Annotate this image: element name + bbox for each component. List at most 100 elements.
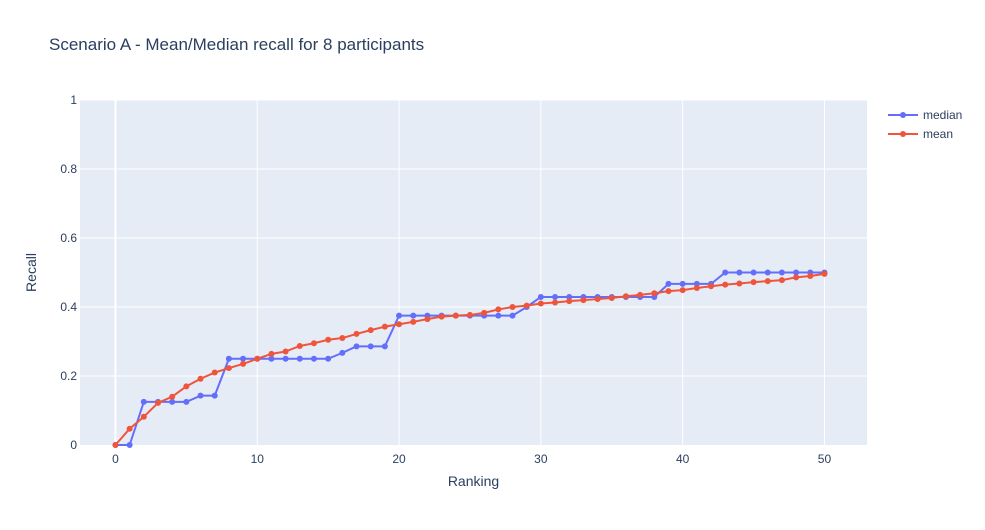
data-point-median — [140, 398, 147, 405]
data-point-median — [367, 343, 374, 350]
data-point-mean — [637, 291, 644, 298]
data-point-median — [268, 355, 275, 362]
x-tick-label: 40 — [676, 452, 690, 466]
data-point-median — [736, 269, 743, 276]
data-point-mean — [410, 318, 417, 325]
legend-item-median[interactable]: median — [888, 108, 962, 122]
data-point-mean — [424, 316, 431, 323]
data-point-mean — [622, 293, 629, 300]
axis-ticks: 0 10 20 30 40 50 0 0.2 0.4 0.6 0.8 1 — [60, 93, 831, 466]
data-point-median — [353, 343, 360, 350]
data-point-mean — [225, 365, 232, 372]
data-point-mean — [254, 355, 261, 362]
data-point-median — [537, 293, 544, 300]
y-tick-label: 0 — [70, 438, 77, 452]
data-point-mean — [126, 425, 133, 432]
data-point-mean — [523, 302, 530, 309]
y-tick-label: 1 — [70, 93, 77, 107]
data-point-mean — [197, 375, 204, 382]
data-point-median — [778, 269, 785, 276]
data-point-mean — [566, 298, 573, 305]
x-tick-label: 50 — [818, 452, 832, 466]
data-point-mean — [268, 350, 275, 357]
data-point-mean — [183, 383, 190, 390]
data-point-median — [693, 280, 700, 287]
data-point-mean — [140, 413, 147, 420]
data-point-median — [296, 355, 303, 362]
data-point-mean — [169, 393, 176, 400]
data-point-median — [211, 392, 218, 399]
data-point-mean — [793, 274, 800, 281]
data-point-mean — [452, 312, 459, 319]
data-point-mean — [679, 287, 686, 294]
data-point-median — [552, 293, 559, 300]
data-point-median — [679, 280, 686, 287]
data-point-mean — [438, 313, 445, 320]
data-point-median — [665, 280, 672, 287]
legend-marker — [900, 112, 906, 118]
data-point-median — [282, 355, 289, 362]
data-point-mean — [708, 283, 715, 290]
data-point-mean — [651, 290, 658, 297]
x-tick-label: 20 — [392, 452, 406, 466]
y-tick-label: 0.2 — [60, 369, 77, 383]
data-point-mean — [764, 278, 771, 285]
data-point-median — [225, 355, 232, 362]
data-point-mean — [608, 295, 615, 302]
data-point-median — [793, 269, 800, 276]
data-point-median — [566, 293, 573, 300]
data-point-mean — [665, 288, 672, 295]
data-point-mean — [736, 280, 743, 287]
legend[interactable]: median mean — [888, 108, 962, 141]
data-point-mean — [537, 300, 544, 307]
data-point-median — [197, 392, 204, 399]
data-point-mean — [310, 340, 317, 347]
data-point-median — [722, 269, 729, 276]
data-point-mean — [211, 369, 218, 376]
series-mean — [112, 270, 828, 448]
y-tick-label: 0.6 — [60, 231, 77, 245]
data-point-median — [396, 312, 403, 319]
chart-title: Scenario A - Mean/Median recall for 8 pa… — [49, 35, 424, 54]
data-point-mean — [396, 321, 403, 328]
data-point-mean — [282, 348, 289, 355]
data-point-mean — [154, 399, 161, 406]
data-point-mean — [240, 360, 247, 367]
data-point-mean — [339, 335, 346, 342]
data-point-mean — [466, 311, 473, 318]
data-point-mean — [750, 279, 757, 286]
data-point-mean — [367, 327, 374, 334]
legend-label: mean — [923, 127, 953, 141]
y-tick-label: 0.8 — [60, 162, 77, 176]
data-point-mean — [552, 299, 559, 306]
data-point-median — [169, 398, 176, 405]
data-point-mean — [580, 297, 587, 304]
data-point-median — [325, 355, 332, 362]
legend-label: median — [923, 108, 962, 122]
data-point-median — [495, 312, 502, 319]
data-point-mean — [807, 272, 814, 279]
data-point-mean — [821, 270, 828, 277]
series-layer — [112, 269, 828, 448]
y-tick-label: 0.4 — [60, 300, 77, 314]
data-point-mean — [594, 296, 601, 303]
data-point-mean — [509, 304, 516, 310]
data-point-median — [381, 343, 388, 350]
data-point-mean — [112, 442, 119, 448]
data-point-mean — [325, 336, 332, 343]
data-point-mean — [381, 323, 388, 330]
data-point-mean — [693, 285, 700, 292]
legend-marker — [900, 131, 906, 137]
data-point-median — [310, 355, 317, 362]
data-point-mean — [353, 330, 360, 337]
data-point-mean — [296, 342, 303, 349]
data-point-mean — [778, 277, 785, 284]
legend-item-mean[interactable]: mean — [888, 127, 953, 141]
data-point-mean — [495, 306, 502, 313]
gridlines — [80, 99, 867, 445]
data-point-median — [764, 269, 771, 276]
data-point-median — [509, 312, 516, 319]
x-axis-title: Ranking — [448, 473, 499, 489]
